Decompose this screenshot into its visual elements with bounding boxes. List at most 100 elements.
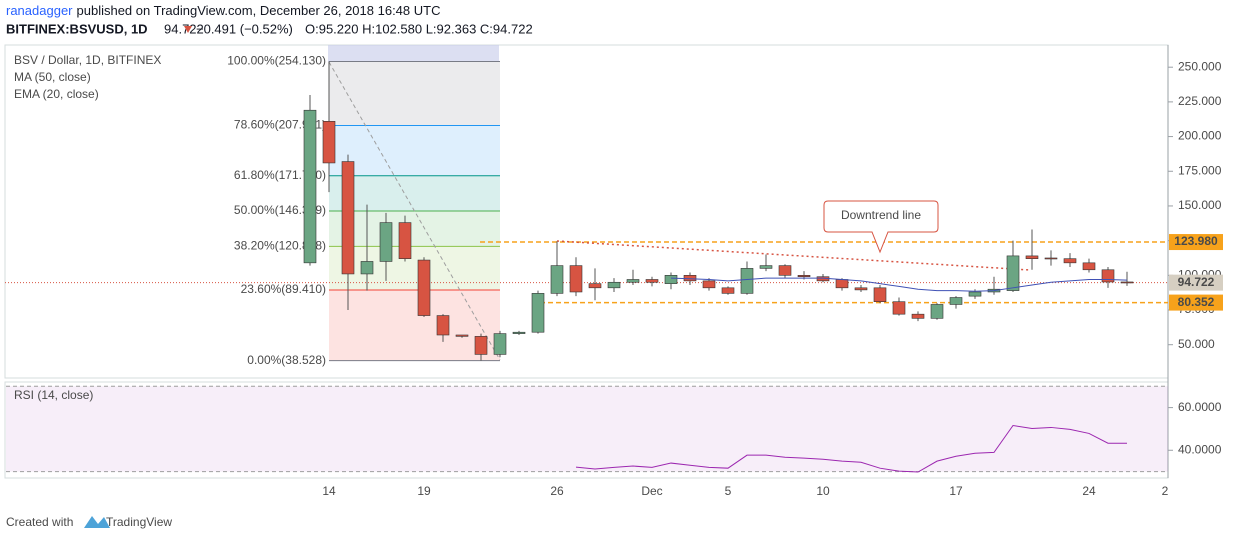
last-price-label: 94.722: [1178, 275, 1215, 289]
fib-label: 50.00%(146.329): [234, 203, 326, 217]
level-box: [1169, 294, 1223, 311]
selection-highlight: [328, 45, 499, 62]
footer-created: Created with: [6, 515, 73, 529]
candle-body: [341, 161, 355, 275]
candle-body: [398, 222, 412, 259]
candle-body: [531, 293, 545, 333]
main-title: BSV / Dollar, 1D, BITFINEX: [14, 53, 161, 67]
y-tick-label: 40.0000: [1178, 442, 1222, 456]
level-box: [1169, 234, 1223, 251]
ohlc: O:95.220 H:102.580 L:92.363 C:94.722: [305, 21, 533, 36]
symbol: BITFINEX:BSVUSD, 1D: [6, 21, 148, 36]
candle-body: [493, 333, 507, 355]
callout: [823, 200, 939, 254]
candle-body: [911, 313, 925, 319]
fib-label: 38.20%(120.888): [234, 239, 326, 253]
author: ranadagger: [6, 3, 73, 18]
y-tick-label: 150.000: [1178, 198, 1222, 212]
x-tick-label: 2: [1162, 484, 1169, 498]
fib-band: [329, 61, 500, 126]
x-tick-label: 17: [949, 484, 963, 498]
candle-body: [892, 301, 906, 315]
fib-trend: [328, 61, 501, 361]
fib-band: [329, 175, 500, 212]
legend-ema: EMA (20, close): [14, 87, 99, 101]
candle-body: [854, 287, 868, 291]
candle-body: [949, 297, 963, 305]
header-line: ranadagger published on TradingView.com, …: [6, 3, 440, 18]
rsi-line: [575, 424, 1127, 473]
candle-body: [303, 109, 317, 264]
candle-body: [455, 334, 469, 337]
candle-body: [759, 265, 773, 269]
last-price-box: [1169, 274, 1223, 291]
fib-label: 100.00%(254.130): [227, 54, 326, 68]
logo: [84, 516, 110, 528]
candle-body: [664, 275, 678, 284]
y-tick-label: 225.000: [1178, 94, 1222, 108]
x-tick-label: 24: [1082, 484, 1096, 498]
x-tick-label: Dec: [641, 484, 662, 498]
level-label: 123.980: [1174, 234, 1218, 248]
rsi-title: RSI (14, close): [14, 388, 93, 402]
candle-body: [968, 291, 982, 297]
candle-body: [436, 315, 450, 336]
candle-body: [379, 222, 393, 262]
candle-body: [474, 336, 488, 355]
legend-ma: MA (50, close): [14, 70, 91, 84]
rsi-band: [6, 386, 1168, 472]
y-tick-label: 60.0000: [1178, 400, 1222, 414]
candle-body: [417, 259, 431, 316]
fib-band: [329, 211, 500, 247]
candle-body: [1101, 269, 1115, 283]
price: 94.722: [164, 21, 204, 36]
annotation: Downtrend line: [841, 208, 921, 222]
fib-label: 78.60%(207.991): [234, 118, 326, 132]
candle-body: [645, 279, 659, 283]
x-tick-label: 19: [417, 484, 431, 498]
footer-brand: TradingView: [106, 515, 172, 529]
candle-body: [1006, 255, 1020, 291]
candle-body: [626, 279, 640, 283]
fib-label: 61.80%(171.770): [234, 168, 326, 182]
candle-body: [873, 287, 887, 302]
candle-body: [588, 283, 602, 289]
fib-label: 23.60%(89.410): [241, 282, 326, 296]
candle-body: [702, 280, 716, 289]
candle-body: [360, 261, 374, 275]
ema-line: [670, 277, 1128, 292]
level-label: 80.352: [1178, 295, 1215, 309]
drawing-layer: 100.00%(254.130) 78.60%(207.991) 61.80%(17…: [5, 54, 1168, 473]
candle-body: [607, 281, 621, 289]
fib-band: [329, 125, 500, 176]
change: −0.491 (−0.52%): [196, 21, 293, 36]
candle-body: [512, 331, 526, 334]
y-tick-label: 200.000: [1178, 129, 1222, 143]
candle-body: [797, 275, 811, 278]
candle-body: [1082, 262, 1096, 271]
fib-band: [329, 246, 500, 291]
trend-line: [556, 240, 1031, 271]
published: published on TradingView.com, December 2…: [77, 3, 441, 18]
x-tick-label: 5: [725, 484, 732, 498]
x-tick-label: 10: [816, 484, 830, 498]
candle-body: [1063, 258, 1077, 264]
x-tick-label: 26: [550, 484, 564, 498]
y-tick-label: 50.000: [1178, 337, 1215, 351]
candle-body: [778, 265, 792, 276]
candle-body: [683, 275, 697, 282]
candle-body: [721, 287, 735, 294]
candle-body: [550, 265, 564, 294]
candle-body: [740, 268, 754, 294]
fib-band: [329, 290, 500, 361]
candle-body: [1025, 255, 1039, 259]
x-tick-label: 14: [322, 484, 336, 498]
candle-body: [322, 121, 336, 164]
data-layer: 50.00075.000100.000125.000150.000175.000…: [303, 59, 1223, 498]
candle-body: [930, 304, 944, 319]
y-tick-label: 250.000: [1178, 59, 1222, 73]
fib-label: 0.00%(38.528): [247, 353, 326, 367]
